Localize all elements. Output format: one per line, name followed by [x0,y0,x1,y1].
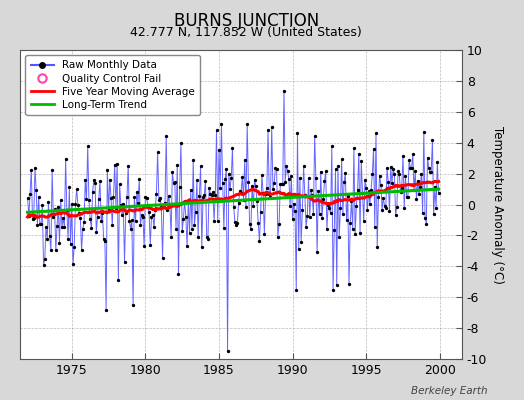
Legend: Raw Monthly Data, Quality Control Fail, Five Year Moving Average, Long-Term Tren: Raw Monthly Data, Quality Control Fail, … [26,55,200,115]
Text: Berkeley Earth: Berkeley Earth [411,386,487,396]
Text: BURNS JUNCTION: BURNS JUNCTION [173,12,319,30]
Text: 42.777 N, 117.852 W (United States): 42.777 N, 117.852 W (United States) [130,26,362,39]
Y-axis label: Temperature Anomaly (°C): Temperature Anomaly (°C) [491,126,504,284]
